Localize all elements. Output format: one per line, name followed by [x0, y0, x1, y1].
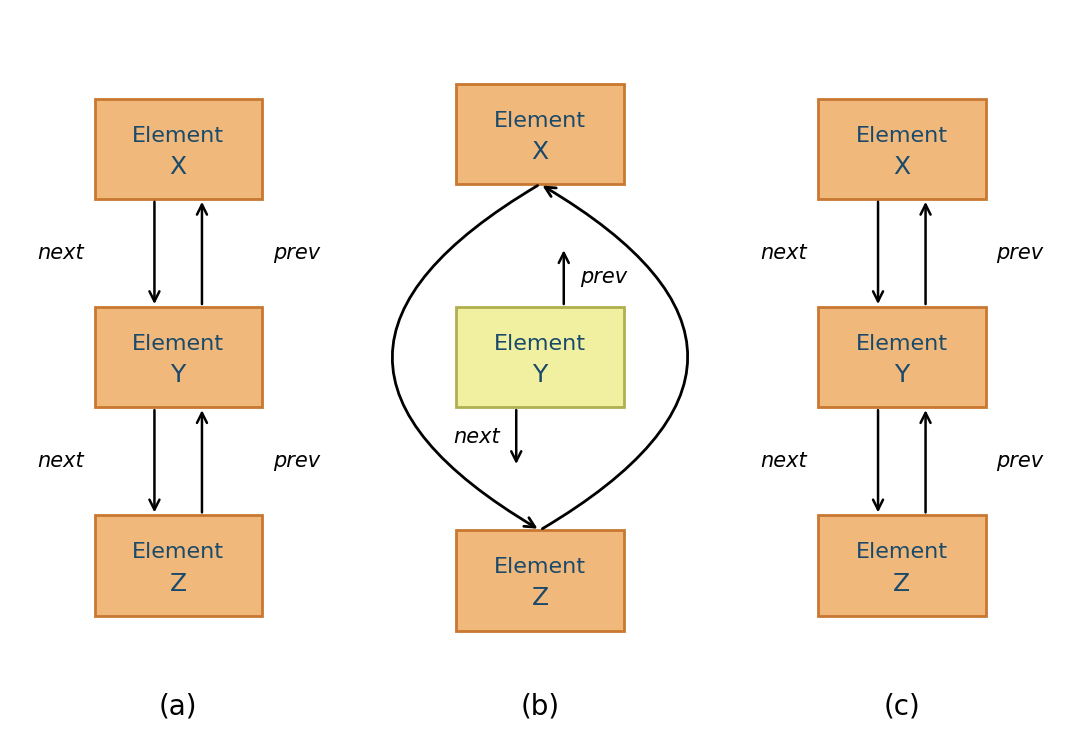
Text: next: next: [760, 452, 807, 471]
Text: next: next: [37, 452, 84, 471]
FancyBboxPatch shape: [457, 307, 624, 407]
Text: prev: prev: [996, 452, 1043, 471]
Text: Z: Z: [170, 571, 187, 595]
Text: prev: prev: [996, 243, 1043, 263]
Text: next: next: [454, 427, 500, 447]
Text: Element: Element: [494, 557, 586, 577]
Text: Element: Element: [494, 334, 586, 354]
Text: Element: Element: [494, 111, 586, 131]
Text: Y: Y: [171, 363, 186, 387]
Text: (b): (b): [521, 693, 559, 721]
Text: prev: prev: [272, 452, 320, 471]
FancyBboxPatch shape: [819, 307, 986, 407]
FancyBboxPatch shape: [819, 98, 986, 199]
Text: Element: Element: [132, 334, 225, 354]
Text: X: X: [170, 155, 187, 179]
Text: Z: Z: [531, 586, 549, 610]
Text: Y: Y: [894, 363, 909, 387]
FancyBboxPatch shape: [95, 307, 261, 407]
Text: prev: prev: [580, 267, 627, 287]
Text: (a): (a): [159, 693, 198, 721]
Text: X: X: [893, 155, 910, 179]
FancyBboxPatch shape: [457, 530, 624, 631]
Text: next: next: [760, 243, 807, 263]
FancyBboxPatch shape: [457, 84, 624, 184]
Text: X: X: [531, 140, 549, 164]
FancyBboxPatch shape: [95, 515, 261, 616]
Text: Element: Element: [132, 126, 225, 146]
FancyBboxPatch shape: [819, 515, 986, 616]
Text: Element: Element: [132, 542, 225, 562]
Text: Element: Element: [855, 126, 948, 146]
Text: Z: Z: [893, 571, 910, 595]
Text: Element: Element: [855, 542, 948, 562]
Text: next: next: [37, 243, 84, 263]
Text: (c): (c): [883, 693, 920, 721]
Text: prev: prev: [272, 243, 320, 263]
Text: Y: Y: [532, 363, 548, 387]
Text: Element: Element: [855, 334, 948, 354]
FancyBboxPatch shape: [95, 98, 261, 199]
